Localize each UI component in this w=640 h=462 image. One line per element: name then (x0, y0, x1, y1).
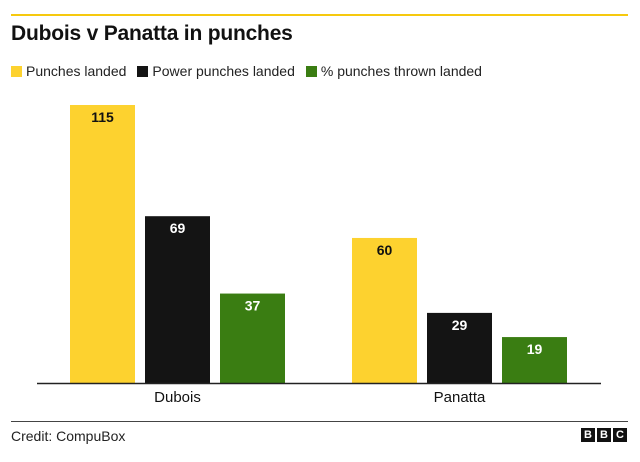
data-label: 115 (91, 109, 114, 125)
data-label: 69 (170, 220, 186, 236)
data-label: 29 (452, 317, 468, 333)
bar-panatta-2 (427, 312, 492, 383)
chart-title: Dubois v Panatta in punches (11, 22, 293, 45)
x-tick-label: Dubois (154, 389, 201, 406)
logo-letter: B (597, 428, 611, 442)
bar-panatta-1 (352, 237, 417, 383)
legend-item-punches-landed: Punches landed (11, 63, 126, 79)
legend-swatch (137, 65, 149, 77)
data-label: 19 (527, 341, 543, 357)
logo-letter: C (613, 428, 627, 442)
x-tick-label: Panatta (434, 389, 486, 406)
legend-label: Punches landed (26, 63, 127, 79)
legend-swatch (11, 65, 22, 77)
bbc-logo: B B C (579, 428, 627, 442)
bar-dubois-3 (220, 293, 285, 383)
bar-dubois-2 (145, 216, 210, 383)
legend-swatch (305, 65, 317, 77)
bar-chart: 115 69 37 Dubois 60 29 19 Panatta (37, 105, 601, 406)
footer-rule (11, 421, 628, 422)
legend: Punches landed Power punches landed % pu… (11, 62, 493, 80)
credit-text: Credit: CompuBox (11, 428, 126, 444)
data-label: 37 (245, 298, 261, 314)
legend-item-power-punches-landed: Power punches landed (137, 63, 295, 79)
data-label: 60 (377, 242, 393, 258)
legend-label: % punches thrown landed (320, 63, 482, 79)
bar-panatta-3 (502, 337, 567, 383)
bar-dubois-1 (70, 105, 135, 383)
logo-letter: B (581, 428, 595, 442)
top-accent-rule (11, 14, 628, 16)
legend-item-percent-punches-thrown-landed: % punches thrown landed (305, 63, 482, 79)
legend-label: Power punches landed (152, 63, 295, 79)
